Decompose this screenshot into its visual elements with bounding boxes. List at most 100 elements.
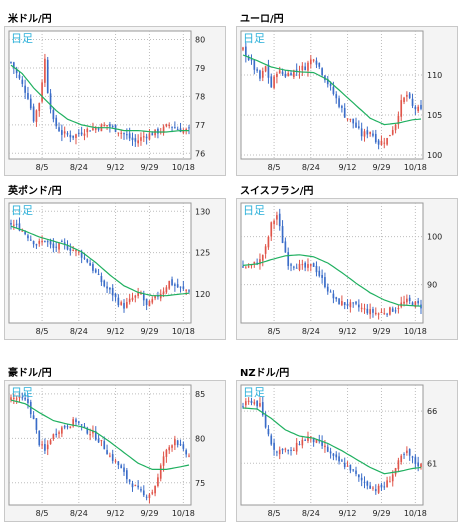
candle-body <box>58 432 60 434</box>
candle-body <box>403 454 405 456</box>
candle <box>182 128 185 135</box>
candle <box>165 123 168 128</box>
candle <box>72 135 74 141</box>
candle <box>151 489 154 496</box>
chart-panel: 米ドル/円 8/5 8/24 9/12 9/29 10/18 80 79 78 77 76 日足 <box>4 8 226 176</box>
candle-body <box>165 287 168 293</box>
candle-body <box>27 235 29 239</box>
candle-body <box>171 445 173 448</box>
candle <box>174 282 176 292</box>
candle <box>287 247 290 270</box>
candle <box>174 435 176 451</box>
candle-body <box>267 236 270 248</box>
candle-body <box>41 240 43 243</box>
x-tick-label: 9/29 <box>140 509 158 518</box>
x-tick-label: 8/24 <box>302 163 320 172</box>
candle-body <box>10 62 12 64</box>
candle <box>363 476 366 489</box>
candle-body <box>332 86 335 94</box>
candle <box>298 441 301 446</box>
candle <box>293 447 295 452</box>
candle-body <box>185 129 188 131</box>
candle-body <box>318 62 321 67</box>
candle <box>176 278 179 288</box>
candle <box>408 294 411 305</box>
candle-body <box>100 439 103 442</box>
candle-body <box>358 304 360 308</box>
candle <box>414 454 417 469</box>
candle-body <box>406 298 408 303</box>
candle-body <box>63 131 66 134</box>
x-tick-label: 8/5 <box>36 327 49 336</box>
candle-body <box>171 126 173 128</box>
timeframe-label: 日足 <box>243 32 265 45</box>
candle-body <box>420 463 422 468</box>
candle <box>69 243 72 256</box>
candle-body <box>343 302 346 306</box>
candle <box>369 303 371 319</box>
candle <box>386 476 388 488</box>
chart-frame: 8/5 8/24 9/12 9/29 10/18 80 79 78 77 76 日足 <box>4 26 226 176</box>
x-tick-label: 10/18 <box>172 509 195 518</box>
candle-body <box>386 313 388 315</box>
candle-body <box>377 140 380 145</box>
candle-body <box>358 474 360 478</box>
candle <box>92 261 94 274</box>
candle-body <box>69 248 72 251</box>
candle <box>377 138 380 150</box>
candle <box>142 130 145 143</box>
candle <box>270 433 273 446</box>
candle-body <box>307 62 309 71</box>
candle <box>360 303 363 313</box>
candle <box>188 453 190 458</box>
y-tick-label: 66 <box>427 407 437 416</box>
candle <box>295 438 298 455</box>
candle-body <box>324 445 326 448</box>
candle <box>24 392 26 401</box>
candle <box>188 124 190 135</box>
candle-body <box>312 263 315 267</box>
chart-frame: 8/5 8/24 9/12 9/29 10/18 66 61 日足 <box>236 380 458 522</box>
candle-body <box>15 398 18 400</box>
candle <box>259 69 261 82</box>
candle-body <box>352 302 355 304</box>
candle <box>120 129 123 139</box>
candle-body <box>321 68 323 76</box>
candle-body <box>21 79 24 84</box>
candle-body <box>75 134 77 138</box>
candle-body <box>284 241 287 253</box>
candle-body <box>24 85 26 93</box>
candle-body <box>276 215 278 220</box>
candle <box>100 272 103 286</box>
candle <box>131 292 134 302</box>
x-tick-label: 9/29 <box>140 163 158 172</box>
chart-title: 米ドル/円 <box>8 14 52 25</box>
candle <box>106 281 108 294</box>
candle <box>278 446 281 460</box>
candle <box>75 133 77 145</box>
candle-body <box>267 428 270 435</box>
candle-body <box>414 301 417 307</box>
candle <box>270 73 273 88</box>
candle-body <box>168 447 171 451</box>
candle-body <box>380 140 383 146</box>
candle-body <box>52 109 55 120</box>
candle <box>58 430 60 439</box>
candle <box>346 299 349 310</box>
candle <box>247 397 250 405</box>
candle <box>391 306 394 313</box>
candle-body <box>278 213 281 227</box>
candle <box>284 447 287 453</box>
candle <box>261 67 264 82</box>
candle-body <box>400 455 403 462</box>
candle <box>420 299 422 314</box>
candle-body <box>273 442 275 450</box>
candle <box>315 439 318 444</box>
x-tick-label: 9/29 <box>372 163 390 172</box>
candle-body <box>374 489 377 492</box>
candle <box>148 300 151 307</box>
candle-body <box>140 137 142 141</box>
candle <box>63 424 66 430</box>
candle <box>52 107 55 123</box>
candle <box>290 262 292 272</box>
